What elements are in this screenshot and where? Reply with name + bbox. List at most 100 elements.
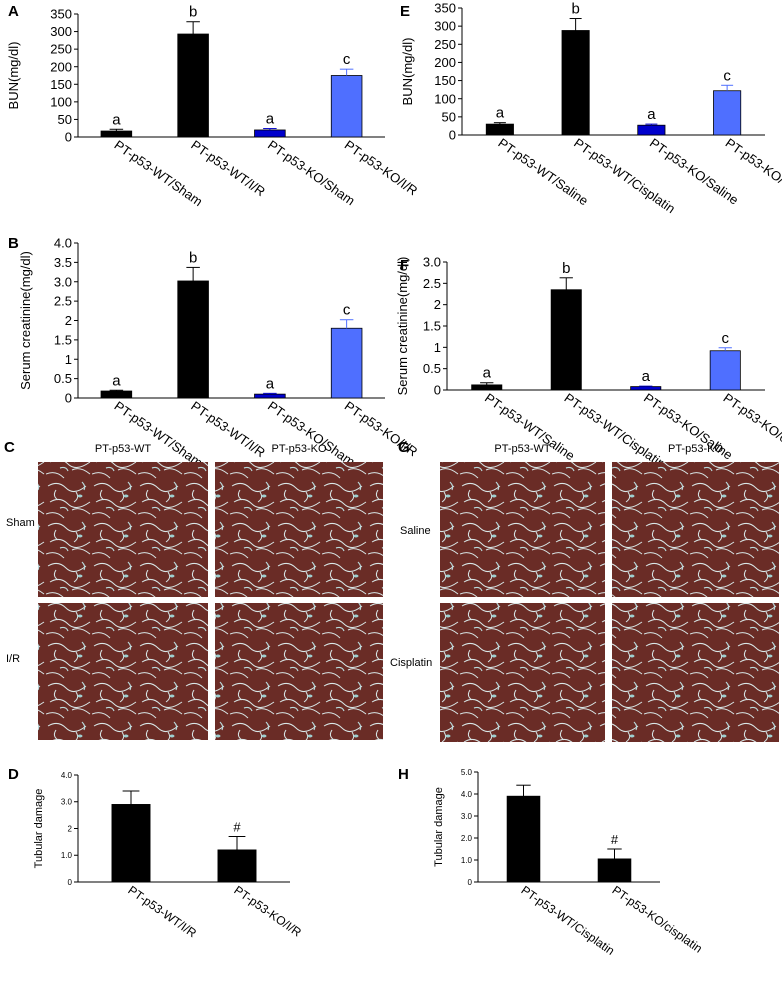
bar bbox=[638, 125, 665, 135]
bar bbox=[598, 859, 631, 882]
micrograph bbox=[440, 462, 605, 597]
y-tick-label: 4.0 bbox=[61, 771, 73, 780]
y-tick-label: 50 bbox=[58, 112, 72, 127]
y-tick-label: 2.0 bbox=[461, 834, 473, 843]
significance-label: a bbox=[112, 372, 121, 389]
significance-label: a bbox=[483, 365, 492, 382]
error-bar bbox=[719, 348, 732, 351]
significance-label: b bbox=[571, 1, 579, 18]
x-tick-label: PT-p53-KO/cisplatin bbox=[610, 883, 705, 956]
y-tick-label: 0.5 bbox=[54, 371, 72, 386]
bar bbox=[178, 281, 209, 398]
y-axis-label: Serum creatinine(mg/dl) bbox=[18, 251, 33, 390]
bar bbox=[218, 850, 256, 882]
bar bbox=[112, 804, 150, 882]
y-tick-label: 250 bbox=[434, 37, 456, 52]
column-label: PT-p53-WT bbox=[494, 443, 551, 455]
y-tick-label: 2.5 bbox=[423, 276, 441, 291]
bar bbox=[472, 385, 502, 390]
panel-label: C bbox=[4, 439, 15, 456]
y-tick-label: 0 bbox=[434, 383, 441, 398]
panel-label: A bbox=[8, 3, 19, 20]
significance-label: # bbox=[611, 832, 619, 847]
bar bbox=[101, 391, 132, 398]
bar bbox=[507, 796, 540, 882]
y-tick-label: 2 bbox=[434, 297, 441, 312]
y-axis-label: Tubular damage bbox=[33, 789, 45, 869]
error-bar bbox=[123, 791, 140, 804]
y-tick-label: 2.5 bbox=[54, 294, 72, 309]
significance-label: c bbox=[722, 330, 730, 347]
bar bbox=[331, 76, 362, 138]
x-tick-label: PT-p53-WT/I/R bbox=[188, 137, 268, 199]
bar bbox=[331, 328, 362, 398]
bar bbox=[255, 394, 286, 398]
micrograph bbox=[38, 462, 208, 597]
column-label: PT-p53-WT bbox=[95, 443, 152, 455]
y-tick-label: 5.0 bbox=[461, 768, 473, 777]
column-label: PT-p53-KO bbox=[668, 443, 723, 455]
error-bar bbox=[516, 785, 530, 796]
significance-label: # bbox=[233, 820, 241, 835]
y-tick-label: 350 bbox=[434, 1, 456, 16]
row-label: I/R bbox=[6, 653, 20, 665]
y-tick-label: 3.0 bbox=[461, 812, 473, 821]
y-tick-label: 3.0 bbox=[61, 798, 73, 807]
error-bar bbox=[607, 849, 621, 859]
y-axis-label: Tubular damage bbox=[433, 787, 445, 867]
significance-label: a bbox=[112, 111, 121, 128]
error-bar bbox=[186, 22, 200, 34]
significance-label: a bbox=[266, 111, 275, 128]
y-tick-label: 150 bbox=[434, 73, 456, 88]
y-tick-label: 150 bbox=[50, 77, 72, 92]
y-tick-label: 250 bbox=[50, 42, 72, 57]
row-label: Cisplatin bbox=[390, 657, 432, 669]
bar bbox=[713, 91, 740, 135]
micrograph bbox=[612, 603, 779, 742]
y-tick-label: 300 bbox=[434, 19, 456, 34]
panel-label: G bbox=[398, 439, 410, 456]
micrograph bbox=[215, 462, 383, 597]
y-tick-label: 0 bbox=[68, 878, 73, 887]
y-tick-label: 3.0 bbox=[423, 255, 441, 270]
y-tick-label: 0 bbox=[65, 391, 72, 406]
y-axis-label: BUN(mg/dl) bbox=[6, 42, 21, 110]
y-tick-label: 0 bbox=[65, 130, 72, 145]
error-bar bbox=[229, 837, 246, 850]
y-tick-label: 350 bbox=[50, 7, 72, 22]
significance-label: a bbox=[642, 368, 651, 385]
y-tick-label: 1 bbox=[434, 340, 441, 355]
y-tick-label: 0.5 bbox=[423, 361, 441, 376]
y-tick-label: 300 bbox=[50, 24, 72, 39]
row-label: Sham bbox=[6, 517, 35, 529]
column-label: PT-p53-KO bbox=[271, 443, 326, 455]
y-tick-label: 2 bbox=[65, 313, 72, 328]
y-tick-label: 3.5 bbox=[54, 255, 72, 270]
error-bar bbox=[340, 320, 354, 329]
y-tick-label: 0 bbox=[449, 128, 456, 143]
y-axis-label: Serum creatinine(mg/dl) bbox=[395, 257, 410, 396]
error-bar bbox=[560, 278, 573, 290]
error-bar bbox=[570, 19, 582, 31]
significance-label: b bbox=[189, 249, 197, 266]
error-bar bbox=[186, 267, 200, 281]
bar bbox=[551, 290, 581, 390]
panel-label: B bbox=[8, 235, 19, 252]
bar bbox=[631, 387, 661, 390]
significance-label: b bbox=[562, 260, 570, 277]
y-tick-label: 1.5 bbox=[54, 332, 72, 347]
significance-label: b bbox=[189, 4, 197, 21]
bar bbox=[562, 30, 589, 135]
micrograph bbox=[612, 462, 779, 597]
row-label: Saline bbox=[400, 525, 431, 537]
y-tick-label: 200 bbox=[50, 59, 72, 74]
error-bar bbox=[340, 69, 354, 75]
y-tick-label: 1.5 bbox=[423, 319, 441, 334]
bar bbox=[486, 124, 513, 135]
x-tick-label: PT-p53-WT/Cisplatin bbox=[519, 883, 618, 958]
y-tick-label: 4.0 bbox=[461, 790, 473, 799]
y-tick-label: 4.0 bbox=[54, 236, 72, 251]
bar bbox=[710, 351, 740, 390]
significance-label: a bbox=[496, 105, 505, 122]
y-tick-label: 0 bbox=[468, 878, 473, 887]
